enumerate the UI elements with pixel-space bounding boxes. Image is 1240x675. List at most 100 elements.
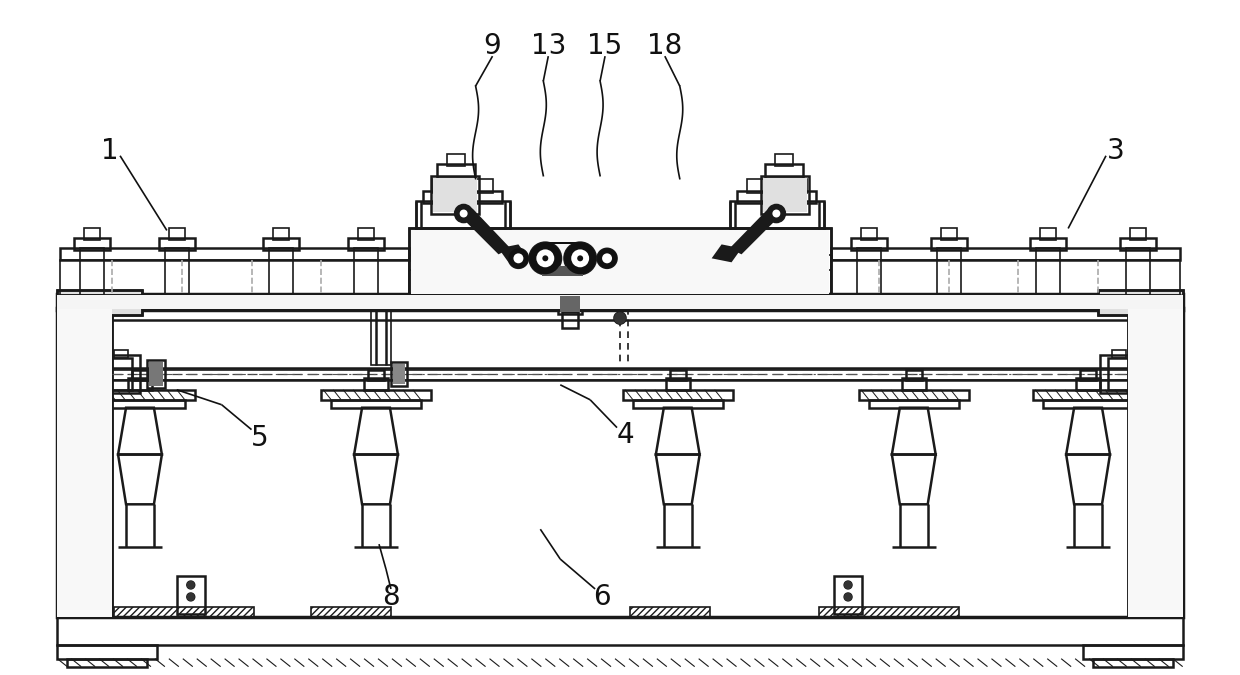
Bar — [393, 364, 405, 384]
Bar — [177, 576, 205, 614]
Bar — [1030, 238, 1066, 250]
Bar — [1112, 350, 1126, 358]
Bar — [820, 607, 959, 617]
Bar — [131, 370, 148, 380]
Bar — [941, 228, 956, 240]
Bar — [436, 164, 475, 178]
Bar — [114, 350, 128, 358]
Bar — [165, 248, 188, 295]
Circle shape — [460, 209, 467, 217]
Bar — [433, 179, 492, 192]
Bar — [57, 308, 112, 617]
Polygon shape — [546, 272, 580, 274]
Bar — [748, 179, 807, 192]
Bar — [931, 238, 966, 250]
Bar — [57, 290, 141, 315]
Bar — [348, 238, 384, 250]
Bar — [57, 355, 102, 385]
Bar — [433, 178, 476, 211]
Bar — [761, 176, 810, 213]
Bar — [57, 308, 112, 617]
Bar — [1128, 308, 1183, 617]
Polygon shape — [546, 242, 580, 244]
Bar — [410, 230, 830, 294]
Bar — [423, 190, 502, 202]
Bar — [409, 228, 831, 296]
Bar — [86, 389, 195, 400]
Bar — [1033, 389, 1143, 400]
Circle shape — [564, 242, 596, 274]
Bar — [670, 370, 686, 380]
Bar — [67, 659, 148, 667]
Bar — [321, 389, 430, 400]
Bar — [936, 248, 961, 295]
Bar — [95, 400, 185, 408]
Bar — [1043, 400, 1133, 408]
Bar — [1099, 290, 1183, 315]
Circle shape — [577, 255, 583, 261]
Bar — [1083, 645, 1183, 659]
Bar — [1120, 238, 1156, 250]
Bar — [311, 607, 391, 617]
Circle shape — [529, 242, 562, 274]
Circle shape — [455, 205, 472, 223]
Bar — [110, 358, 131, 389]
Bar — [269, 248, 294, 295]
Circle shape — [508, 248, 528, 268]
Bar — [859, 389, 968, 400]
Bar — [415, 200, 511, 228]
Bar — [1128, 308, 1183, 617]
Text: 13: 13 — [531, 32, 565, 60]
Bar — [737, 190, 816, 202]
Bar — [1076, 378, 1100, 389]
Bar — [430, 176, 479, 213]
Bar — [622, 389, 733, 400]
Bar — [57, 295, 1183, 309]
Bar — [358, 228, 374, 240]
Bar — [368, 370, 384, 380]
Text: 1: 1 — [102, 137, 119, 165]
Bar — [148, 360, 165, 388]
Bar — [1080, 370, 1096, 380]
Bar — [263, 238, 299, 250]
Bar — [905, 370, 921, 380]
Circle shape — [598, 248, 618, 268]
Circle shape — [513, 253, 523, 263]
Bar — [365, 378, 388, 389]
Bar — [861, 228, 877, 240]
Polygon shape — [712, 244, 742, 263]
Bar — [102, 355, 140, 393]
Text: 5: 5 — [250, 424, 268, 452]
Bar — [1100, 355, 1138, 393]
Bar — [831, 295, 1179, 307]
Circle shape — [603, 253, 613, 263]
Text: 18: 18 — [647, 32, 682, 60]
Bar — [1037, 248, 1060, 295]
Bar — [831, 248, 1179, 261]
Bar — [869, 400, 959, 408]
Bar — [169, 228, 185, 240]
Bar — [775, 154, 794, 165]
Bar — [57, 617, 1183, 645]
Bar — [1040, 228, 1056, 240]
Bar — [74, 238, 110, 250]
Circle shape — [844, 593, 852, 601]
Bar — [557, 276, 584, 296]
Bar — [61, 248, 409, 261]
Bar — [84, 228, 100, 240]
Bar — [764, 178, 807, 211]
Polygon shape — [455, 209, 511, 254]
Circle shape — [187, 581, 195, 589]
Bar — [901, 378, 926, 389]
Bar — [831, 261, 1179, 295]
Bar — [558, 294, 582, 314]
Bar — [857, 248, 880, 295]
Text: 8: 8 — [382, 583, 399, 611]
Bar — [562, 312, 578, 328]
Polygon shape — [498, 244, 528, 263]
Bar — [1138, 308, 1173, 617]
Bar — [630, 607, 709, 617]
Circle shape — [542, 255, 548, 261]
Circle shape — [572, 249, 589, 267]
Bar — [149, 362, 162, 386]
